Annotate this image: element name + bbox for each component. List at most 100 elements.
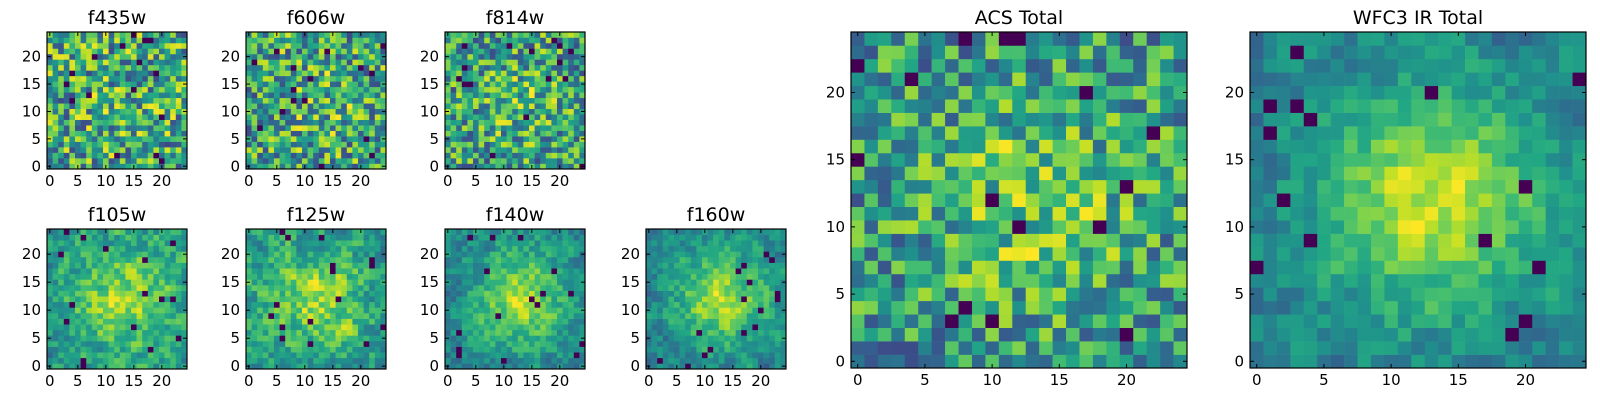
heatmap-cell bbox=[707, 357, 714, 364]
heatmap-cell bbox=[159, 341, 165, 347]
heatmap-cell bbox=[971, 300, 986, 315]
heatmap-cell bbox=[562, 136, 569, 142]
heatmap-cell bbox=[363, 53, 370, 60]
heatmap-cell bbox=[702, 301, 708, 308]
heatmap-cell bbox=[262, 346, 269, 353]
heatmap-cell bbox=[1066, 273, 1080, 288]
heatmap-cell bbox=[517, 75, 524, 82]
x-tick-label: 10 bbox=[295, 172, 314, 190]
heatmap-cell bbox=[80, 108, 87, 115]
heatmap-cell bbox=[346, 81, 353, 88]
heatmap-cell bbox=[523, 92, 530, 99]
heatmap-cell bbox=[69, 163, 76, 170]
heatmap-cell bbox=[52, 251, 59, 258]
heatmap-cell bbox=[696, 273, 703, 280]
heatmap-cell bbox=[478, 163, 485, 170]
heatmap-cell bbox=[279, 341, 286, 347]
heatmap-cell bbox=[159, 103, 165, 110]
heatmap-cell bbox=[181, 59, 188, 66]
heatmap-cell bbox=[484, 290, 491, 297]
heatmap-cell bbox=[495, 163, 502, 170]
heatmap-cell bbox=[170, 59, 177, 66]
heatmap-cell bbox=[86, 97, 93, 104]
heatmap-cell bbox=[450, 53, 457, 60]
heatmap-cell bbox=[473, 301, 479, 308]
heatmap-cell bbox=[529, 313, 535, 319]
heatmap-cell bbox=[523, 313, 530, 319]
heatmap-cell bbox=[80, 130, 87, 137]
heatmap-cell bbox=[758, 262, 764, 269]
heatmap-cell bbox=[568, 42, 575, 49]
heatmap-cell bbox=[679, 268, 686, 275]
heatmap-cell bbox=[780, 234, 787, 241]
heatmap-cell bbox=[108, 279, 115, 286]
heatmap-cell bbox=[851, 260, 865, 275]
heatmap-cell bbox=[877, 287, 892, 302]
heatmap-cell bbox=[501, 234, 507, 241]
heatmap-cell bbox=[774, 363, 781, 370]
heatmap-cell bbox=[1025, 287, 1040, 302]
heatmap-cell bbox=[495, 158, 502, 164]
heatmap-cell bbox=[517, 152, 524, 159]
heatmap-cell bbox=[268, 53, 275, 60]
heatmap-cell bbox=[730, 273, 736, 280]
heatmap-cell bbox=[495, 251, 502, 258]
heatmap-cell bbox=[346, 130, 353, 137]
heatmap-cell bbox=[52, 335, 59, 342]
heatmap-cell bbox=[562, 279, 569, 286]
heatmap-cell bbox=[1133, 327, 1147, 342]
heatmap-cell bbox=[374, 324, 381, 331]
heatmap-cell bbox=[685, 290, 692, 297]
heatmap-cell bbox=[86, 279, 93, 286]
heatmap-cell bbox=[69, 357, 76, 364]
heatmap-cell bbox=[159, 92, 165, 99]
heatmap-cell bbox=[517, 290, 524, 297]
heatmap-cell bbox=[69, 103, 76, 110]
heatmap-cell bbox=[985, 179, 1000, 194]
heatmap-cell bbox=[461, 53, 468, 60]
heatmap-cell bbox=[324, 53, 331, 60]
heatmap-cell bbox=[307, 59, 314, 66]
heatmap-cell bbox=[374, 240, 381, 247]
heatmap-cell bbox=[47, 114, 53, 120]
heatmap-cell bbox=[545, 119, 552, 126]
heatmap-cell bbox=[307, 346, 314, 353]
heatmap-cell bbox=[557, 152, 563, 159]
heatmap-cell bbox=[651, 262, 658, 269]
heatmap-cell bbox=[251, 86, 258, 93]
heatmap-cell bbox=[557, 307, 563, 314]
heatmap-cell bbox=[318, 262, 325, 269]
heatmap-cell bbox=[341, 42, 348, 49]
y-tick-label: 15 bbox=[221, 75, 240, 93]
heatmap-cell bbox=[523, 37, 530, 44]
heatmap-cell bbox=[579, 37, 586, 44]
heatmap-cell bbox=[741, 307, 748, 314]
heatmap-cell bbox=[114, 279, 121, 286]
heatmap-cell bbox=[119, 42, 126, 49]
heatmap-cell bbox=[142, 48, 149, 55]
heatmap-cell bbox=[545, 97, 552, 104]
heatmap-cell bbox=[467, 346, 474, 353]
heatmap-cell bbox=[1025, 247, 1040, 261]
heatmap-cell bbox=[489, 251, 496, 258]
heatmap-cell bbox=[63, 119, 70, 126]
heatmap-cell bbox=[296, 103, 303, 110]
heatmap-cell bbox=[63, 163, 70, 170]
heatmap-cell bbox=[540, 136, 547, 142]
heatmap-cell bbox=[752, 268, 759, 275]
heatmap-cell bbox=[52, 363, 59, 370]
heatmap-cell bbox=[1106, 287, 1121, 302]
heatmap-cell bbox=[891, 233, 906, 248]
heatmap-cell bbox=[153, 81, 160, 88]
heatmap-cell bbox=[246, 141, 252, 148]
heatmap-cell bbox=[170, 257, 177, 263]
heatmap-cell bbox=[86, 75, 93, 82]
heatmap-cell bbox=[529, 290, 535, 297]
heatmap-cell bbox=[702, 234, 708, 241]
heatmap-cell bbox=[164, 64, 171, 71]
heatmap-cell bbox=[290, 245, 297, 252]
heatmap-cell bbox=[268, 163, 275, 170]
heatmap-cell bbox=[517, 147, 524, 153]
heatmap-cell bbox=[268, 125, 275, 131]
heatmap-cell bbox=[741, 318, 748, 325]
